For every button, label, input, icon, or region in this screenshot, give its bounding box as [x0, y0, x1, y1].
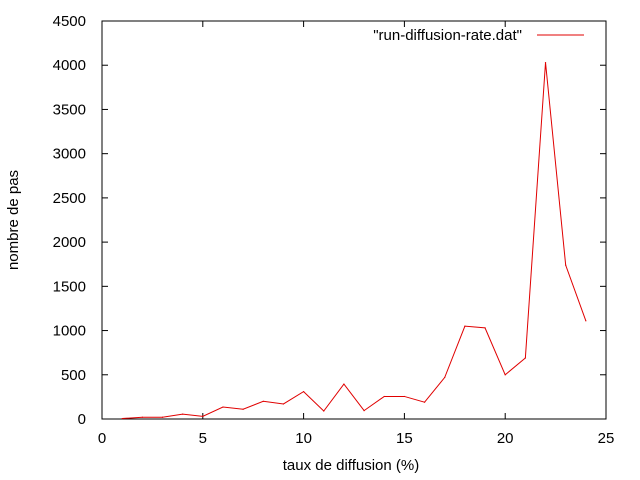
- x-tick-label: 20: [497, 430, 514, 447]
- y-tick-label: 3000: [53, 146, 86, 163]
- y-tick-label: 2000: [53, 234, 86, 251]
- data-point: [544, 61, 547, 64]
- legend-label: "run-diffusion-rate.dat": [373, 27, 522, 44]
- data-point: [282, 403, 285, 405]
- data-point: [565, 264, 567, 266]
- data-point: [423, 401, 426, 403]
- plot-frame: [101, 20, 607, 420]
- data-point: [121, 417, 123, 420]
- data-point: [303, 390, 305, 393]
- data-point: [363, 409, 365, 412]
- data-point: [182, 413, 184, 415]
- x-tick-label: 5: [199, 430, 207, 447]
- y-tick-label: 2500: [53, 190, 86, 207]
- data-point: [585, 320, 587, 322]
- data-point: [262, 400, 264, 402]
- y-axis-label: nombre de pas: [5, 170, 22, 270]
- x-tick-label: 25: [598, 430, 615, 447]
- data-point: [524, 357, 526, 359]
- data-point: [343, 383, 345, 385]
- y-tick-label: 4500: [53, 13, 86, 30]
- data-point: [484, 327, 486, 329]
- y-tick-label: 1500: [53, 278, 86, 295]
- data-point: [444, 376, 446, 379]
- data-point: [242, 408, 244, 410]
- series-line: [122, 62, 587, 420]
- y-tick-label: 1000: [53, 323, 86, 340]
- x-tick-label: 10: [295, 430, 312, 447]
- data-point: [403, 395, 405, 398]
- data-point: [161, 416, 164, 418]
- y-tick-label: 0: [78, 411, 86, 428]
- x-axis-label: taux de diffusion (%): [283, 457, 419, 474]
- x-tick-label: 15: [396, 430, 413, 447]
- data-point: [504, 374, 506, 376]
- x-tick-label: 0: [98, 430, 106, 447]
- y-tick-label: 3500: [53, 101, 86, 118]
- y-tick-label: 4000: [53, 57, 86, 74]
- data-point: [202, 415, 204, 417]
- y-tick-label: 500: [61, 367, 86, 384]
- data-point: [464, 325, 466, 327]
- data-point: [383, 395, 385, 398]
- data-point: [222, 406, 224, 408]
- data-point: [141, 416, 143, 418]
- data-point: [323, 410, 325, 412]
